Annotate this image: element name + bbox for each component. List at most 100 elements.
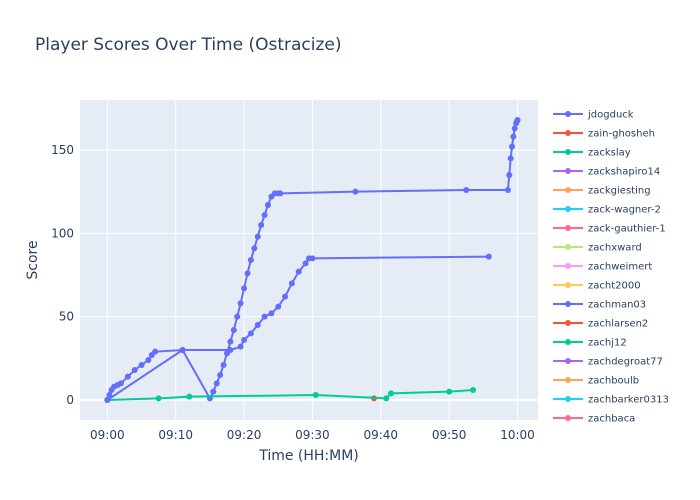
legend-item[interactable]: zachman03 [553,300,646,311]
data-point [312,392,319,398]
legend-swatch-marker [565,187,571,193]
data-point [288,280,295,287]
legend-item[interactable]: zachbarker0313 [553,395,669,406]
data-point [227,338,234,345]
legend-item[interactable]: zain-ghosheh [553,129,655,140]
legend-swatch-marker [565,225,571,231]
data-point [213,380,220,387]
legend-swatch-marker [565,244,571,250]
data-point [258,222,265,228]
legend-item[interactable]: zackshapiro14 [553,167,660,178]
data-point [227,347,234,353]
series-zachman03 [104,253,492,403]
legend-item[interactable]: zachboulb [553,376,639,387]
data-point [251,245,258,252]
legend-swatch-marker [565,149,571,155]
data-point [241,337,248,343]
y-axis-title: Score [25,240,41,279]
data-point [254,233,261,240]
legend[interactable]: jdogduck zain-ghosheh zackslay zackshapiro1… [553,110,669,425]
x-tick-label: 09:50 [432,428,467,442]
data-point [268,310,275,317]
data-point [155,395,162,402]
data-point [179,347,186,353]
data-point [507,155,514,162]
legend-label: zachbarker0313 [588,395,669,406]
legend-label: jdogduck [587,110,634,121]
legend-label: zachxward [588,243,642,254]
legend-label: zachboulb [588,376,639,387]
legend-item[interactable]: zackslay [553,148,631,159]
data-point [510,133,517,140]
legend-item[interactable]: zachbaca [553,414,635,425]
legend-swatch-marker [565,130,571,136]
series-line [106,119,519,401]
legend-item[interactable]: zachxward [553,243,642,254]
legend-swatch-marker [565,396,571,402]
data-point [352,188,359,195]
data-point [217,372,224,378]
tick-labels: 09:00 09:10 09:20 09:30 09:40 09:50 10:00 0 50 10… [51,143,535,442]
legend-item[interactable]: zackgiesting [553,186,651,197]
legend-swatch-marker [565,206,571,212]
legend-label: zachj12 [588,338,627,349]
legend-item[interactable]: zack-wagner-2 [553,205,661,216]
data-point [138,362,145,368]
legend-label: zachbaca [588,414,635,425]
legend-swatch-marker [565,358,571,364]
x-tick-label: 09:40 [363,428,398,442]
chart-title: Player Scores Over Time (Ostracize) [35,35,342,55]
legend-item[interactable]: zachj12 [553,338,627,349]
x-tick-label: 09:20 [227,428,262,442]
data-point [152,348,159,355]
y-tick-label: 150 [51,143,74,157]
data-point [511,125,518,132]
data-point [309,255,316,262]
data-point [470,387,477,393]
legend-swatch-marker [565,282,571,288]
y-tick-label: 50 [59,310,74,324]
data-point [254,322,261,328]
data-point [509,143,516,150]
series-line [107,389,474,401]
data-point [514,117,521,123]
legend-label: zachlarsen2 [588,319,648,330]
data-point [261,313,268,320]
data-point [131,367,138,373]
legend-swatch-marker [565,415,571,421]
data-point [264,202,271,208]
legend-label: zain-ghosheh [588,129,655,140]
legend-label: zachman03 [588,300,646,311]
data-point [446,388,453,395]
y-tick-label: 100 [51,226,74,240]
data-point [210,388,217,395]
legend-item[interactable]: zachweimert [553,262,652,273]
legend-swatch-marker [565,263,571,269]
data-point [124,373,131,380]
legend-label: zackgiesting [588,186,651,197]
data-point [244,270,251,277]
data-point [118,380,125,387]
data-point [275,303,282,310]
legend-item[interactable]: zachdegroat77 [553,357,663,368]
data-point [282,293,289,300]
data-point [295,268,302,275]
data-point [383,395,390,402]
data-point [277,190,284,197]
legend-item[interactable]: jdogduck [553,110,634,121]
legend-item[interactable]: zacht2000 [553,281,641,292]
legend-swatch-marker [565,301,571,307]
data-point [237,343,244,350]
legend-swatch-marker [565,339,571,345]
legend-item[interactable]: zack-gauthier-1 [553,224,666,235]
series-layer [104,117,521,403]
legend-swatch-marker [565,168,571,174]
data-point [237,300,244,307]
legend-swatch-marker [565,320,571,326]
legend-label: zachweimert [588,262,652,273]
legend-swatch-marker [565,111,571,117]
legend-item[interactable]: zachlarsen2 [553,319,648,330]
legend-label: zack-wagner-2 [588,205,661,216]
data-point [388,390,395,397]
